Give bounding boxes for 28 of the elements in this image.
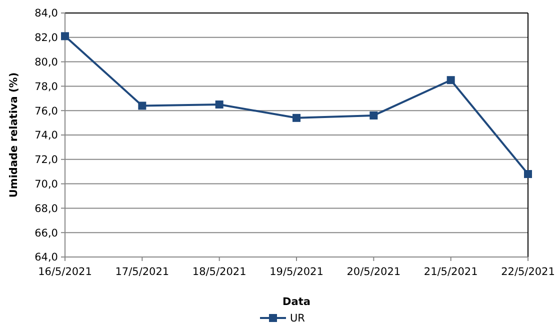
- x-tick-label: 20/5/2021: [346, 266, 401, 278]
- point: [292, 114, 300, 122]
- x-tick-label: 17/5/2021: [115, 266, 170, 278]
- point: [138, 102, 146, 110]
- y-tick-label: 68,0: [34, 202, 58, 215]
- point: [370, 111, 378, 120]
- y-tick-label: 72,0: [34, 154, 58, 166]
- y-tick-label: 78,0: [34, 80, 58, 93]
- x-tick-label: 16/5/2021: [38, 266, 92, 278]
- x-tick-label: 22/5/2021: [501, 266, 555, 278]
- x-tick-label: 18/5/2021: [192, 266, 246, 278]
- x-axis-title: Data: [282, 296, 310, 308]
- y-tick-label: 70,0: [34, 178, 58, 190]
- y-axis-title: Umidade relativa (%): [8, 72, 20, 198]
- point: [524, 170, 532, 178]
- x-tick-label: 19/5/2021: [270, 266, 324, 278]
- y-tick-label: 80,0: [34, 56, 58, 68]
- y-tick-label: 66,0: [34, 227, 58, 240]
- point: [215, 100, 224, 108]
- x-tick-label: 21/5/2021: [424, 266, 478, 278]
- point: [61, 32, 69, 40]
- y-tick-label: 64,0: [34, 252, 58, 264]
- y-tick-label: 74,0: [34, 130, 58, 142]
- y-tick-label: 82,0: [34, 32, 58, 44]
- y-tick-label: 76,0: [34, 105, 58, 118]
- y-tick-label: 84,0: [34, 8, 58, 20]
- legend-label: UR: [290, 312, 305, 325]
- point: [446, 76, 455, 84]
